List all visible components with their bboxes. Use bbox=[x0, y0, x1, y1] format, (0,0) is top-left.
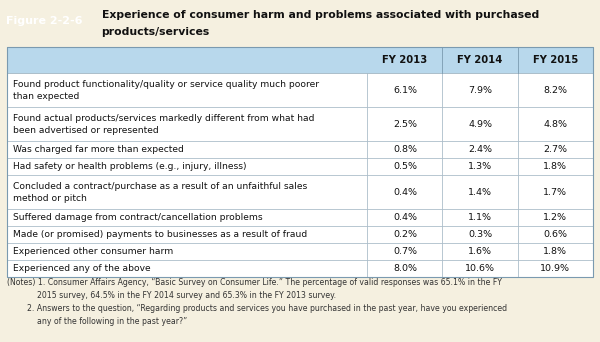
Text: Found actual products/services markedly different from what had
been advertised : Found actual products/services markedly … bbox=[13, 114, 314, 135]
Bar bbox=[442, 260, 518, 277]
Bar bbox=[442, 175, 518, 209]
Bar bbox=[518, 226, 593, 243]
Bar bbox=[518, 158, 593, 175]
Bar bbox=[367, 209, 442, 226]
Text: Suffered damage from contract/cancellation problems: Suffered damage from contract/cancellati… bbox=[13, 213, 263, 222]
Text: 0.4%: 0.4% bbox=[393, 213, 417, 222]
Bar bbox=[7, 73, 367, 107]
Bar bbox=[7, 175, 367, 209]
Text: 0.6%: 0.6% bbox=[543, 230, 567, 239]
Bar bbox=[367, 73, 442, 107]
Bar bbox=[442, 107, 518, 141]
Text: 2.5%: 2.5% bbox=[393, 120, 417, 129]
Text: Figure 2-2-6: Figure 2-2-6 bbox=[6, 15, 83, 26]
Bar bbox=[7, 47, 593, 73]
Bar bbox=[442, 73, 518, 107]
Bar bbox=[518, 243, 593, 260]
Text: 1.3%: 1.3% bbox=[468, 162, 492, 171]
Text: 1.4%: 1.4% bbox=[468, 188, 492, 197]
Bar bbox=[442, 209, 518, 226]
Bar bbox=[518, 209, 593, 226]
Text: 0.4%: 0.4% bbox=[393, 188, 417, 197]
Bar bbox=[7, 209, 367, 226]
Text: Experienced other consumer harm: Experienced other consumer harm bbox=[13, 247, 173, 256]
Text: Made (or promised) payments to businesses as a result of fraud: Made (or promised) payments to businesse… bbox=[13, 230, 307, 239]
Bar bbox=[518, 107, 593, 141]
Text: 0.5%: 0.5% bbox=[393, 162, 417, 171]
Bar bbox=[442, 226, 518, 243]
Text: 1.7%: 1.7% bbox=[543, 188, 567, 197]
Text: 1.1%: 1.1% bbox=[468, 213, 492, 222]
Text: 2.7%: 2.7% bbox=[543, 145, 567, 154]
Bar bbox=[367, 141, 442, 158]
Text: (Notes) 1. Consumer Affairs Agency, “Basic Survey on Consumer Life.” The percent: (Notes) 1. Consumer Affairs Agency, “Bas… bbox=[7, 278, 508, 326]
Text: FY 2015: FY 2015 bbox=[533, 55, 578, 65]
Bar bbox=[442, 141, 518, 158]
Bar bbox=[7, 243, 367, 260]
Text: 7.9%: 7.9% bbox=[468, 86, 492, 95]
Text: products/services: products/services bbox=[101, 27, 210, 37]
Text: 8.2%: 8.2% bbox=[543, 86, 567, 95]
Bar bbox=[518, 260, 593, 277]
Text: 10.9%: 10.9% bbox=[540, 264, 570, 273]
Text: 8.0%: 8.0% bbox=[393, 264, 417, 273]
Bar bbox=[442, 158, 518, 175]
Bar bbox=[367, 243, 442, 260]
Text: Experienced any of the above: Experienced any of the above bbox=[13, 264, 151, 273]
Bar bbox=[367, 260, 442, 277]
Text: Had safety or health problems (e.g., injury, illness): Had safety or health problems (e.g., inj… bbox=[13, 162, 247, 171]
Text: 1.8%: 1.8% bbox=[543, 162, 567, 171]
Bar bbox=[367, 226, 442, 243]
Bar bbox=[367, 175, 442, 209]
Bar bbox=[7, 260, 367, 277]
Text: 0.3%: 0.3% bbox=[468, 230, 492, 239]
Bar bbox=[518, 141, 593, 158]
Text: 1.2%: 1.2% bbox=[543, 213, 567, 222]
Bar bbox=[7, 141, 367, 158]
Text: 4.9%: 4.9% bbox=[468, 120, 492, 129]
Text: 0.2%: 0.2% bbox=[393, 230, 417, 239]
Bar bbox=[7, 226, 367, 243]
Bar bbox=[442, 243, 518, 260]
Text: FY 2014: FY 2014 bbox=[457, 55, 503, 65]
Text: 0.8%: 0.8% bbox=[393, 145, 417, 154]
Text: 1.6%: 1.6% bbox=[468, 247, 492, 256]
Bar bbox=[367, 107, 442, 141]
Text: 10.6%: 10.6% bbox=[465, 264, 495, 273]
Text: FY 2013: FY 2013 bbox=[382, 55, 427, 65]
Bar bbox=[518, 175, 593, 209]
Text: 0.7%: 0.7% bbox=[393, 247, 417, 256]
Text: 4.8%: 4.8% bbox=[543, 120, 567, 129]
Bar bbox=[7, 158, 367, 175]
Bar bbox=[367, 158, 442, 175]
Bar bbox=[7, 107, 367, 141]
Text: 6.1%: 6.1% bbox=[393, 86, 417, 95]
Text: Concluded a contract/purchase as a result of an unfaithful sales
method or pitch: Concluded a contract/purchase as a resul… bbox=[13, 182, 307, 202]
Text: 1.8%: 1.8% bbox=[543, 247, 567, 256]
Text: Found product functionality/quality or service quality much poorer
than expected: Found product functionality/quality or s… bbox=[13, 80, 319, 101]
Bar bbox=[518, 73, 593, 107]
Text: 2.4%: 2.4% bbox=[468, 145, 492, 154]
Text: Was charged far more than expected: Was charged far more than expected bbox=[13, 145, 184, 154]
Text: Experience of consumer harm and problems associated with purchased: Experience of consumer harm and problems… bbox=[101, 10, 539, 20]
